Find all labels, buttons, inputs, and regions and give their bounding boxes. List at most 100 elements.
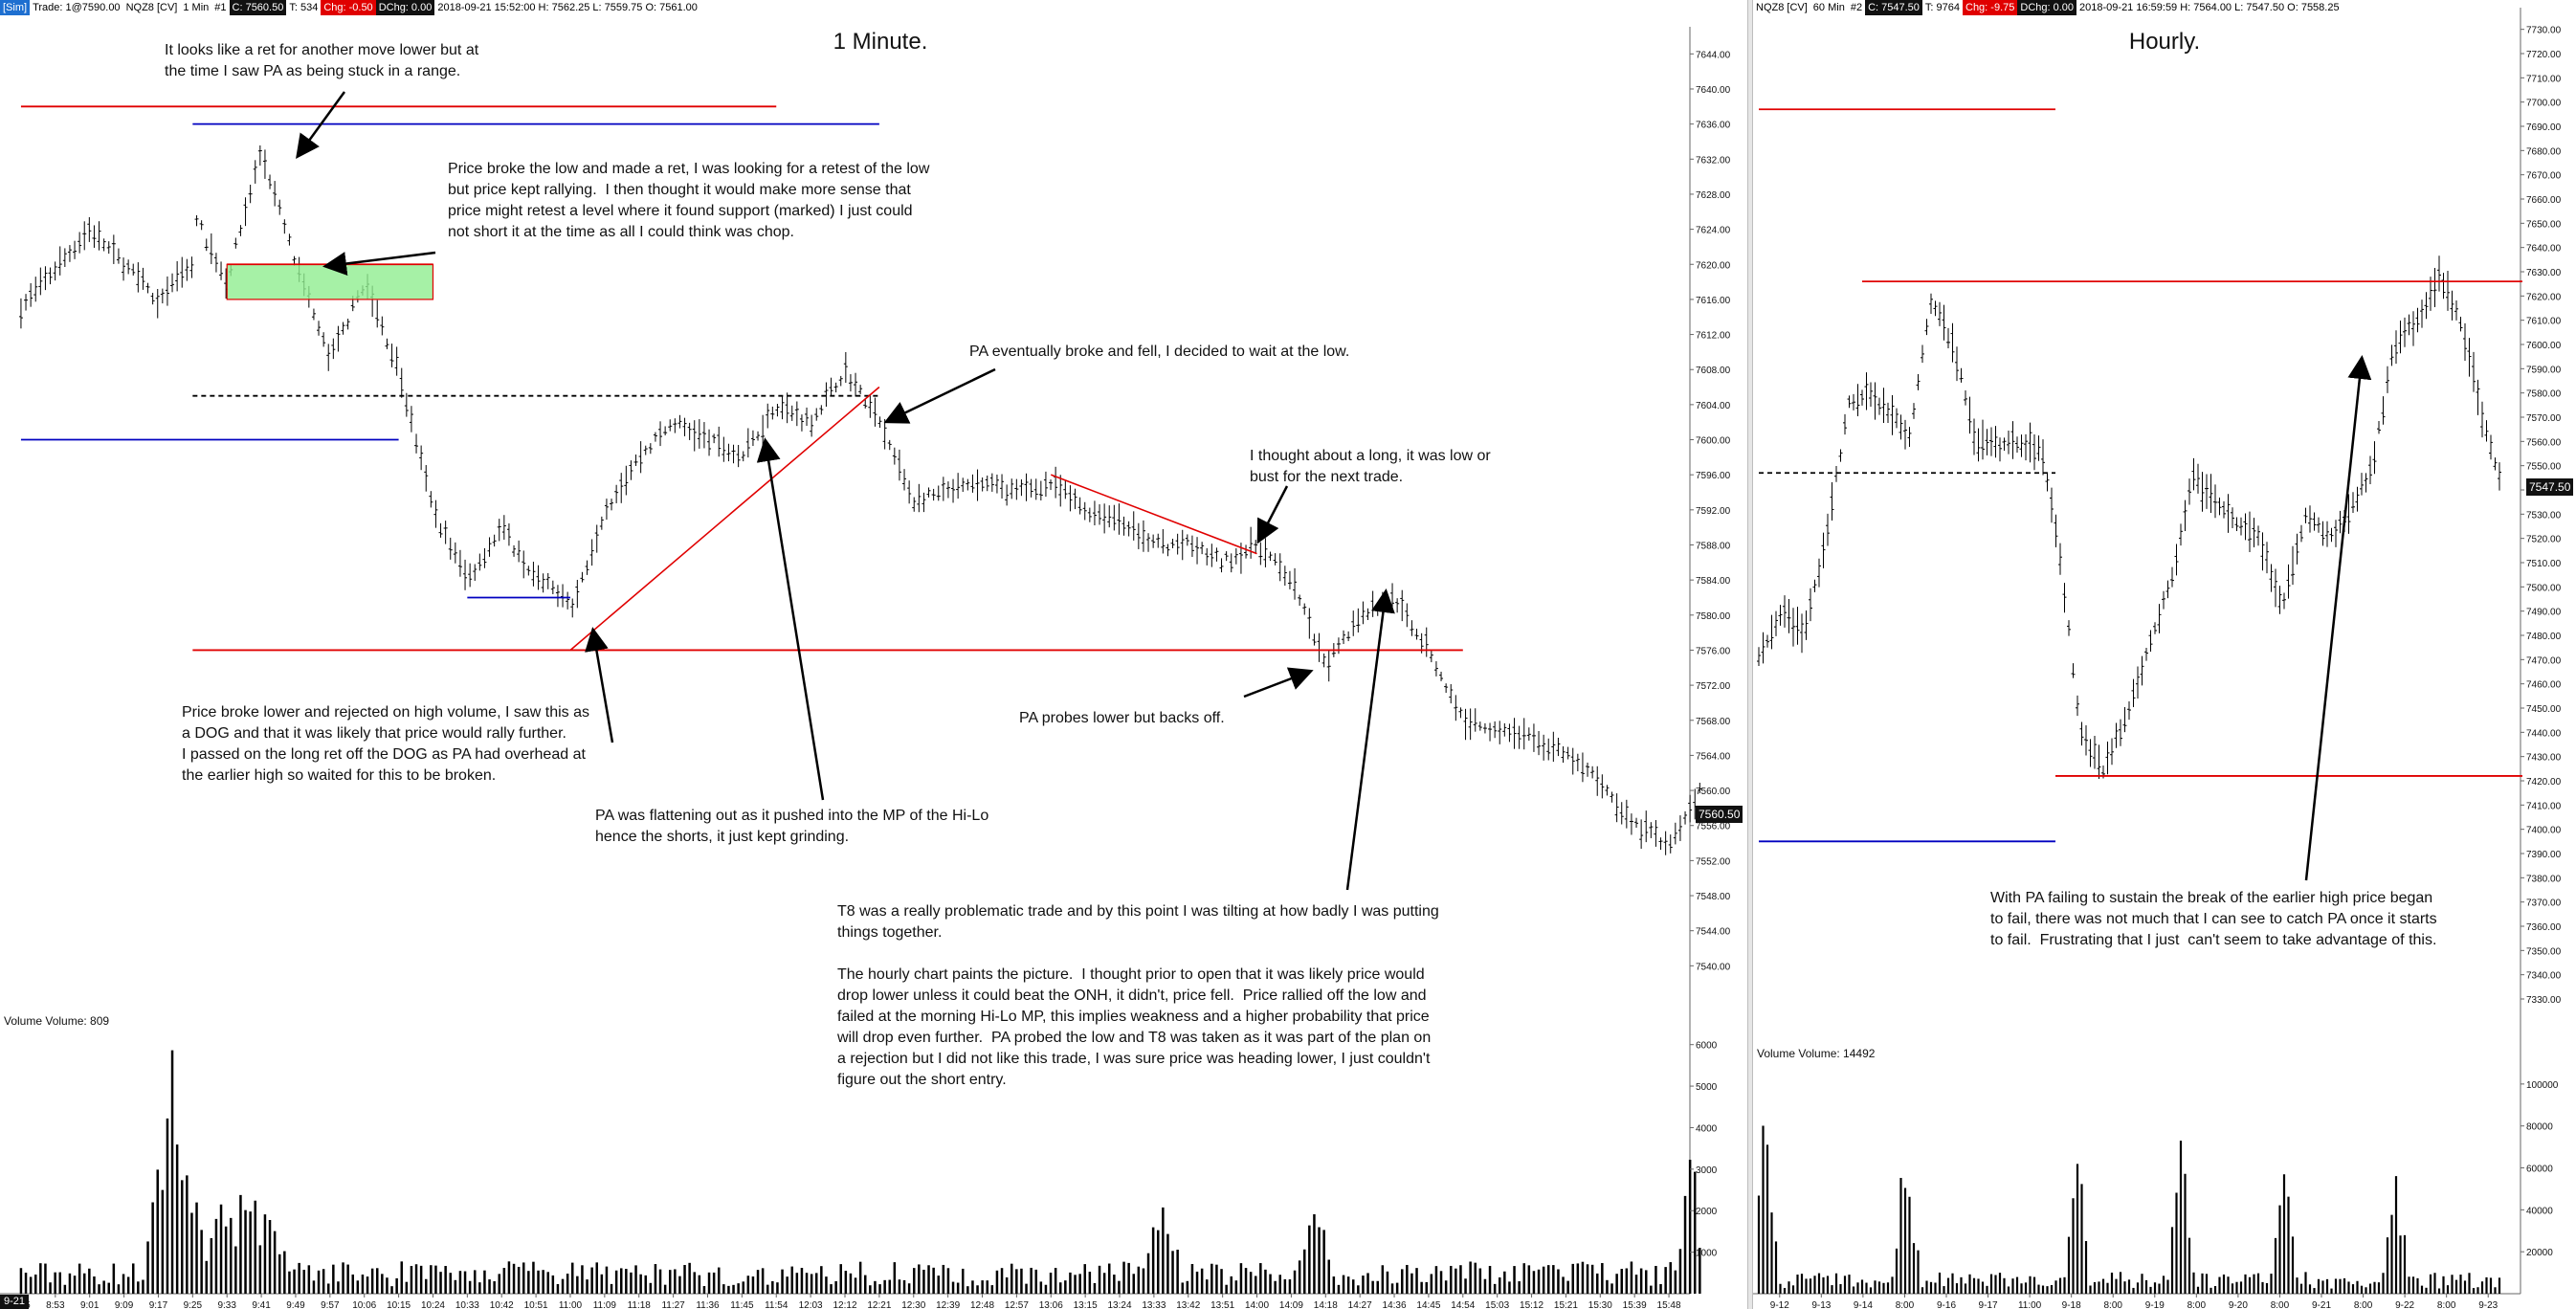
price-tick-label: 7420.00 <box>2526 777 2562 788</box>
price-tick-label: 7530.00 <box>2526 510 2562 521</box>
hourly-chart-canvas[interactable]: 7730.00 7720.00 7710.00 7700.00 7690.00 7680.… <box>1753 0 2576 1309</box>
time-tick-label: 9:49 <box>286 1300 305 1309</box>
time-tick-label: 11:36 <box>696 1300 720 1309</box>
time-tick-label: 9:25 <box>184 1300 203 1309</box>
price-bar <box>2450 290 2454 321</box>
price-bar <box>2071 663 2076 678</box>
price-bar <box>961 477 966 493</box>
price-bar <box>1463 708 1468 741</box>
time-tick-label: 9:09 <box>115 1300 134 1309</box>
volume-tick-label: 100000 <box>2526 1080 2559 1091</box>
price-bar <box>1342 630 1346 645</box>
price-bar <box>501 515 506 541</box>
price-tick-label: 7660.00 <box>2526 195 2562 206</box>
price-bar <box>873 397 877 427</box>
price-bar <box>33 277 38 302</box>
chart-title: 1 Minute. <box>833 29 928 55</box>
panel-divider[interactable] <box>1747 0 1753 1309</box>
price-tick-label: 7680.00 <box>2526 146 2562 157</box>
price-bar <box>1629 813 1633 835</box>
price-bar <box>2191 457 2196 491</box>
one-minute-chart-canvas[interactable]: 7644.00 7640.00 7636.00 7632.00 7628.00 7624.… <box>0 0 1751 1309</box>
price-bar <box>1092 500 1097 526</box>
price-bar <box>848 374 853 392</box>
price-bar <box>917 483 922 513</box>
volume-tick-label: 3000 <box>1696 1165 1718 1176</box>
price-bar <box>2274 568 2277 608</box>
time-tick-label: 9-23 <box>2478 1300 2498 1309</box>
price-bar <box>243 197 248 227</box>
price-bar <box>122 257 126 281</box>
price-bar <box>433 499 438 528</box>
price-tick-label: 7390.00 <box>2526 850 2562 860</box>
price-bar <box>1424 627 1429 657</box>
price-bar <box>1561 745 1566 764</box>
time-tick-label: 15:39 <box>1623 1300 1647 1309</box>
price-bar <box>2079 721 2084 746</box>
price-bar <box>2446 271 2450 311</box>
price-bar <box>2054 514 2058 548</box>
price-bar <box>414 433 419 454</box>
price-bar <box>570 598 575 618</box>
price-bar <box>2321 521 2325 546</box>
price-bar <box>1449 683 1454 704</box>
last-price-badge: 7547.50 <box>2526 478 2574 496</box>
ohlc-readout: 2018-09-21 15:52:00 H: 7562.25 L: 7559.7… <box>434 0 700 15</box>
time-tick-label: 14:54 <box>1451 1300 1475 1309</box>
price-tick-label: 7556.00 <box>1696 822 1731 832</box>
time-tick-label: 9-12 <box>1770 1300 1789 1309</box>
close-value: C: 7547.50 <box>1865 0 1922 15</box>
price-bar <box>2252 518 2256 548</box>
price-bar <box>2432 267 2437 307</box>
price-bar <box>589 539 594 566</box>
annotation-long-consideration: I thought about a long, it was low or bu… <box>1250 448 1491 485</box>
price-bar <box>722 436 726 462</box>
price-bar <box>1321 653 1326 668</box>
price-bar <box>1929 293 1933 314</box>
price-tick-label: 7400.00 <box>2526 826 2562 836</box>
price-bar <box>2050 487 2054 523</box>
price-bar <box>1043 471 1048 498</box>
price-bar <box>2325 521 2329 547</box>
time-tick-label: 13:06 <box>1039 1300 1063 1309</box>
price-bar <box>453 542 457 564</box>
price-bar <box>385 338 389 349</box>
price-bar <box>810 414 814 437</box>
price-bar <box>2398 321 2403 354</box>
price-bar <box>463 559 468 590</box>
time-tick-label: 9:01 <box>80 1300 100 1309</box>
trend-line <box>1050 474 1257 555</box>
price-bar <box>858 385 863 394</box>
price-bar <box>1205 547 1210 566</box>
price-bar <box>717 426 722 457</box>
price-bar <box>2476 379 2480 415</box>
time-tick-label: 14:09 <box>1279 1300 1303 1309</box>
price-bar <box>2282 592 2286 610</box>
price-tick-label: 7620.00 <box>1696 260 1731 271</box>
price-bar <box>1683 810 1688 825</box>
price-tick-label: 7568.00 <box>1696 717 1731 727</box>
price-tick-label: 7632.00 <box>1696 155 1731 166</box>
price-bar <box>155 288 160 319</box>
price-tick-label: 7610.00 <box>2526 317 2562 327</box>
price-bar <box>1175 533 1180 555</box>
time-tick-label: 11:45 <box>730 1300 754 1309</box>
price-bar <box>2019 434 2024 457</box>
price-bar <box>101 238 106 252</box>
price-tick-label: 7600.00 <box>2526 341 2562 351</box>
price-bar <box>2183 499 2187 531</box>
price-bar <box>1989 427 1993 456</box>
price-tick-label: 7570.00 <box>2526 413 2562 424</box>
price-bar <box>67 245 72 262</box>
price-bar <box>2024 433 2028 461</box>
price-tick-label: 7620.00 <box>2526 292 2562 302</box>
price-bar <box>2217 498 2222 516</box>
price-tick-label: 7560.00 <box>2526 437 2562 448</box>
price-bar <box>2407 314 2411 336</box>
price-tick-label: 7330.00 <box>2526 995 2562 1006</box>
price-bar <box>273 181 278 207</box>
time-tick-label: 15:48 <box>1657 1300 1681 1309</box>
price-bar <box>2381 396 2386 425</box>
price-bar <box>2437 255 2441 292</box>
price-bar <box>1873 382 1877 420</box>
